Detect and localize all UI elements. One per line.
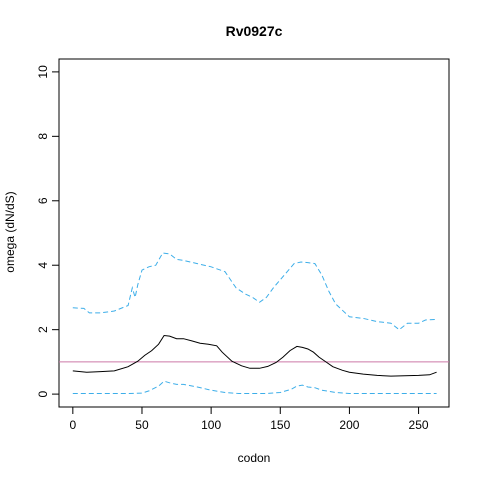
omega-estimate-line (72, 334, 437, 377)
x-tick-label: 50 (135, 418, 149, 432)
y-tick-label: 0 (36, 390, 50, 397)
x-axis-label: codon (238, 451, 271, 465)
y-tick-label: 10 (36, 65, 50, 79)
x-tick-label: 0 (69, 418, 76, 432)
lower-bound-line (72, 380, 437, 394)
x-tick-label: 200 (339, 418, 359, 432)
y-tick-label: 6 (36, 197, 50, 204)
x-tick-label: 250 (409, 418, 429, 432)
y-tick-label: 2 (36, 326, 50, 333)
y-axis-label: omega (dN/dS) (3, 191, 17, 272)
x-tick-label: 100 (201, 418, 221, 432)
chart-title: Rv0927c (226, 23, 283, 39)
y-tick-label: 8 (36, 133, 50, 140)
x-tick-label: 150 (270, 418, 290, 432)
y-tick-label: 4 (36, 262, 50, 269)
